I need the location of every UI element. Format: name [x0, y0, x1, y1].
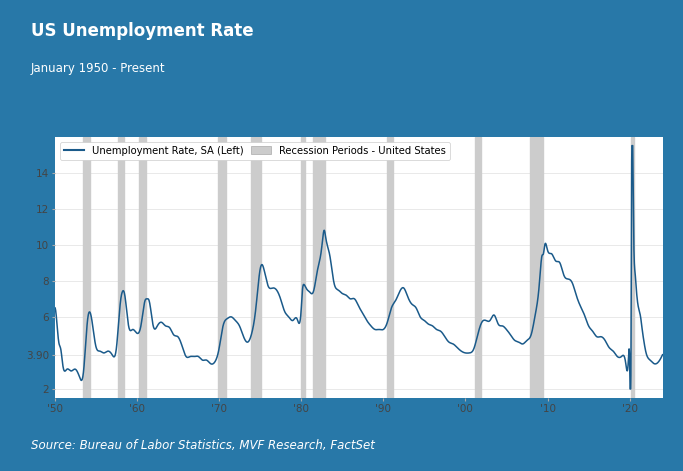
Bar	[139, 137, 145, 398]
Bar	[313, 137, 325, 398]
Bar	[531, 137, 544, 398]
Bar	[83, 137, 90, 398]
Bar	[387, 137, 393, 398]
Bar	[251, 137, 262, 398]
Bar	[219, 137, 227, 398]
Text: US Unemployment Rate: US Unemployment Rate	[31, 22, 253, 40]
Bar	[475, 137, 481, 398]
Text: January 1950 - Present: January 1950 - Present	[31, 62, 165, 75]
Bar	[118, 137, 124, 398]
Legend: Unemployment Rate, SA (Left), Recession Periods - United States: Unemployment Rate, SA (Left), Recession …	[59, 142, 450, 160]
Text: Source: Bureau of Labor Statistics, MVF Research, FactSet: Source: Bureau of Labor Statistics, MVF …	[31, 439, 374, 452]
Bar	[631, 137, 634, 398]
Bar	[301, 137, 305, 398]
